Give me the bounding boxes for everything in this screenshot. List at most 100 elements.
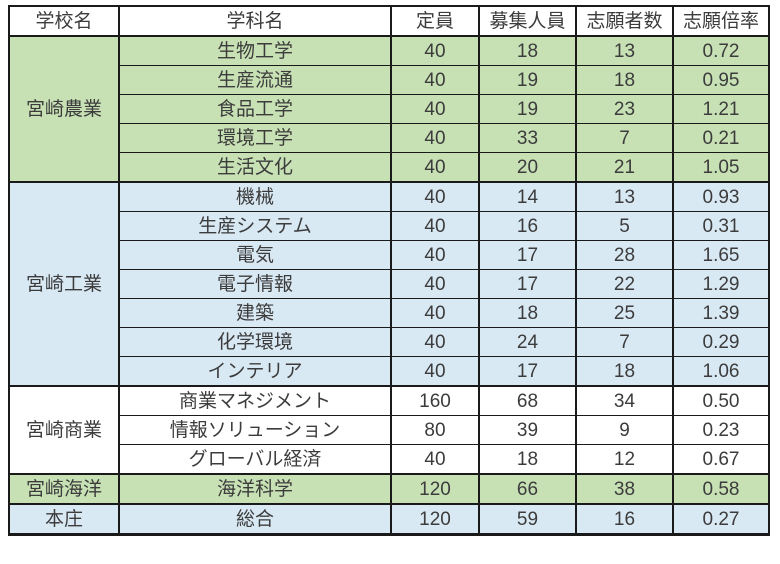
- department-cell: 情報ソリューション: [118, 415, 392, 445]
- ratio-cell: 1.29: [672, 269, 770, 299]
- header-cell-recruit: 募集人員: [478, 5, 577, 37]
- ratio-cell: 0.67: [672, 444, 770, 475]
- table-row: 化学環境 40 24 7 0.29: [9, 327, 770, 357]
- applicants-cell: 38: [575, 473, 674, 505]
- capacity-cell: 80: [390, 415, 480, 445]
- table-row: 電子情報 40 17 22 1.29: [9, 269, 770, 299]
- applicants-cell: 28: [575, 240, 674, 270]
- department-cell: 生産システム: [118, 211, 392, 241]
- table-header: 学校名 学科名 定員 募集人員 志願者数 志願倍率: [8, 5, 770, 37]
- recruit-cell: 18: [478, 35, 577, 66]
- capacity-cell: 40: [390, 444, 480, 475]
- recruit-cell: 59: [478, 503, 577, 535]
- ratio-cell: 0.27: [672, 503, 770, 535]
- applicants-cell: 12: [575, 444, 674, 475]
- recruit-cell: 19: [478, 94, 577, 124]
- applicants-cell: 22: [575, 269, 674, 299]
- department-cell: 食品工学: [118, 94, 392, 124]
- recruit-cell: 16: [478, 211, 577, 241]
- recruit-cell: 68: [478, 385, 577, 416]
- applicants-cell: 13: [575, 35, 674, 66]
- department-cell: 化学環境: [118, 327, 392, 357]
- table-row: 宮崎農業 生物工学 40 18 13 0.72: [8, 35, 770, 183]
- applicants-cell: 7: [575, 327, 674, 357]
- department-cell: 環境工学: [118, 123, 392, 153]
- applicants-cell: 7: [575, 123, 674, 153]
- table-row: 宮崎商業 商業マネジメント 160 68 34 0.50: [8, 385, 770, 475]
- applicants-cell: 18: [575, 356, 674, 387]
- table-row: 本庄 総合 120 59 16 0.27: [8, 503, 770, 535]
- capacity-cell: 160: [390, 385, 480, 416]
- capacity-cell: 40: [390, 123, 480, 153]
- capacity-cell: 120: [390, 503, 480, 535]
- recruit-cell: 33: [478, 123, 577, 153]
- applicants-cell: 18: [575, 65, 674, 95]
- applicants-cell: 34: [575, 385, 674, 416]
- table-row: 宮崎工業 機械 40 14 13 0.93: [8, 181, 770, 387]
- capacity-cell: 40: [390, 94, 480, 124]
- department-cell: 商業マネジメント: [118, 385, 392, 416]
- school-name-cell: 宮崎工業: [8, 181, 120, 387]
- capacity-cell: 40: [390, 240, 480, 270]
- department-cell: インテリア: [118, 356, 392, 387]
- department-cell: 海洋科学: [118, 473, 392, 505]
- recruit-cell: 17: [478, 269, 577, 299]
- ratio-cell: 0.31: [672, 211, 770, 241]
- table-body: 宮崎農業 生物工学 40 18 13 0.72 生産流通 40 19 18 0.95 食品工学 40 19…: [8, 35, 770, 535]
- applicants-cell: 13: [575, 181, 674, 212]
- capacity-cell: 40: [390, 181, 480, 212]
- ratio-cell: 1.65: [672, 240, 770, 270]
- department-cell: 機械: [118, 181, 392, 212]
- recruit-cell: 19: [478, 65, 577, 95]
- applicants-cell: 16: [575, 503, 674, 535]
- recruit-cell: 66: [478, 473, 577, 505]
- ratio-cell: 0.58: [672, 473, 770, 505]
- recruit-cell: 17: [478, 240, 577, 270]
- recruit-cell: 20: [478, 152, 577, 183]
- capacity-cell: 40: [390, 298, 480, 328]
- recruit-cell: 24: [478, 327, 577, 357]
- recruit-cell: 17: [478, 356, 577, 387]
- ratio-cell: 0.23: [672, 415, 770, 445]
- ratio-cell: 1.05: [672, 152, 770, 183]
- table-row: 電気 40 17 28 1.65: [9, 240, 770, 270]
- admissions-table: 学校名 学科名 定員 募集人員 志願者数 志願倍率 宮崎農業 生物工学 40 18 13…: [8, 5, 770, 536]
- applicants-cell: 21: [575, 152, 674, 183]
- ratio-cell: 0.93: [672, 181, 770, 212]
- department-cell: 生物工学: [118, 35, 392, 66]
- capacity-cell: 40: [390, 211, 480, 241]
- table-row: インテリア 40 17 18 1.06: [9, 356, 770, 387]
- header-cell-capacity: 定員: [390, 5, 480, 37]
- ratio-cell: 0.29: [672, 327, 770, 357]
- table-row: 建築 40 18 25 1.39: [9, 298, 770, 328]
- department-cell: 電気: [118, 240, 392, 270]
- header-cell-school: 学校名: [8, 5, 120, 37]
- header-cell-applicants: 志願者数: [575, 5, 674, 37]
- recruit-cell: 18: [478, 444, 577, 475]
- department-cell: 建築: [118, 298, 392, 328]
- school-name-cell: 宮崎海洋: [8, 473, 120, 505]
- ratio-cell: 1.06: [672, 356, 770, 387]
- table-row: 情報ソリューション 80 39 9 0.23: [9, 415, 770, 445]
- capacity-cell: 40: [390, 35, 480, 66]
- admissions-table-container: 学校名 学科名 定員 募集人員 志願者数 志願倍率 宮崎農業 生物工学 40 18 13…: [8, 5, 770, 536]
- ratio-cell: 1.21: [672, 94, 770, 124]
- school-name-cell: 宮崎農業: [8, 35, 120, 183]
- ratio-cell: 1.39: [672, 298, 770, 328]
- school-name-cell: 宮崎商業: [8, 385, 120, 475]
- applicants-cell: 9: [575, 415, 674, 445]
- department-cell: グローバル経済: [118, 444, 392, 475]
- table-row: 食品工学 40 19 23 1.21: [9, 94, 770, 124]
- department-cell: 総合: [118, 503, 392, 535]
- recruit-cell: 18: [478, 298, 577, 328]
- department-cell: 電子情報: [118, 269, 392, 299]
- recruit-cell: 39: [478, 415, 577, 445]
- ratio-cell: 0.72: [672, 35, 770, 66]
- table-row: グローバル経済 40 18 12 0.67: [9, 444, 770, 475]
- header-row: 学校名 学科名 定員 募集人員 志願者数 志願倍率: [8, 5, 770, 37]
- applicants-cell: 23: [575, 94, 674, 124]
- ratio-cell: 0.21: [672, 123, 770, 153]
- ratio-cell: 0.95: [672, 65, 770, 95]
- table-row: 生産システム 40 16 5 0.31: [9, 211, 770, 241]
- recruit-cell: 14: [478, 181, 577, 212]
